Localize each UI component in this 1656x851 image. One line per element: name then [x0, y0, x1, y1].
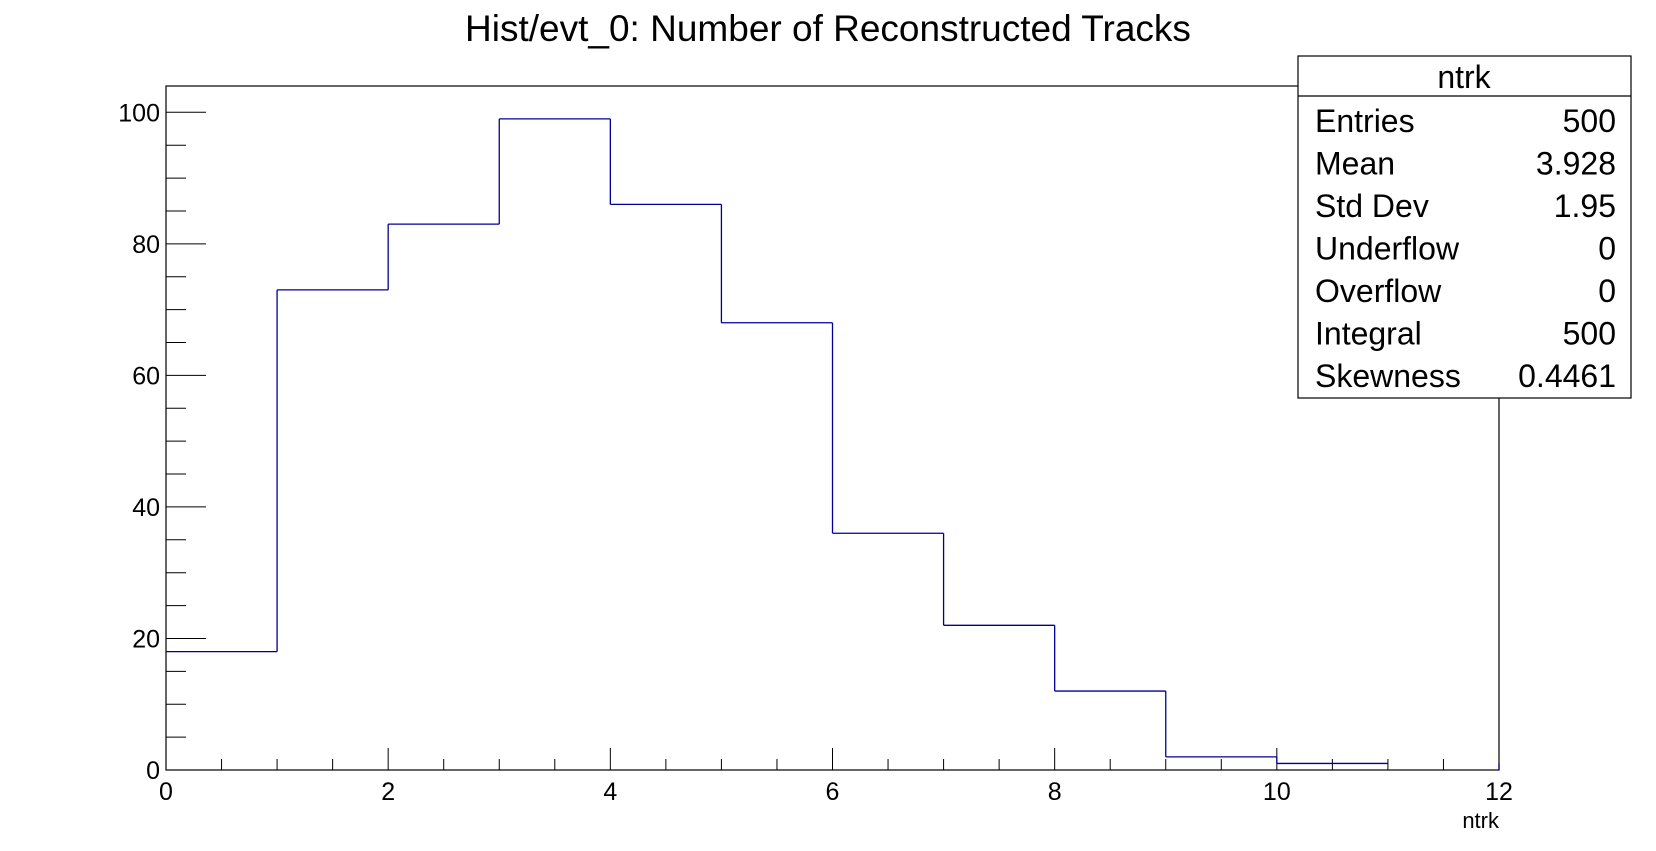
stats-value: 3.928	[1536, 146, 1616, 182]
y-axis: 0 20 40 60 80 100	[118, 99, 206, 785]
stats-value: 500	[1563, 103, 1616, 139]
stats-box: ntrk Entries 500 Mean 3.928 Std Dev 1.95 Under…	[1297, 55, 1632, 399]
stats-label: Entries	[1315, 103, 1415, 139]
stats-label: Underflow	[1315, 231, 1460, 267]
y-tick-label: 100	[118, 99, 160, 127]
chart-title: Hist/evt_0: Number of Reconstructed Trac…	[465, 8, 1191, 49]
x-tick-label: 4	[603, 778, 617, 806]
y-tick-label: 80	[132, 231, 160, 259]
y-tick-label: 60	[132, 362, 160, 390]
stats-label: Integral	[1315, 316, 1422, 352]
y-tick-label: 0	[146, 757, 160, 785]
stats-value: 1.95	[1554, 188, 1616, 224]
stats-box-frame	[1297, 55, 1632, 399]
stats-value: 0	[1598, 231, 1616, 267]
stats-label: Std Dev	[1315, 188, 1429, 224]
stats-label: Mean	[1315, 146, 1395, 182]
y-tick-label: 40	[132, 494, 160, 522]
x-axis-title: ntrk	[1462, 808, 1500, 833]
x-tick-label: 10	[1263, 778, 1291, 806]
stats-value: 0	[1598, 273, 1616, 309]
histogram-bins	[166, 118, 1500, 770]
x-tick-label: 12	[1485, 778, 1513, 806]
x-tick-label: 6	[826, 778, 840, 806]
y-tick-label: 20	[132, 625, 160, 653]
stats-rows: Entries 500 Mean 3.928 Std Dev 1.95 Underflow 0…	[1315, 103, 1616, 394]
stats-label: Skewness	[1315, 358, 1461, 394]
x-axis: 0 2 4 6 8 10 12	[159, 748, 1513, 806]
stats-label: Overflow	[1315, 273, 1442, 309]
stats-value: 0.4461	[1518, 358, 1616, 394]
stats-box-name: ntrk	[1437, 59, 1491, 95]
x-tick-label: 8	[1048, 778, 1062, 806]
x-tick-label: 2	[381, 778, 395, 806]
stats-value: 500	[1563, 316, 1616, 352]
x-tick-label: 0	[159, 778, 173, 806]
